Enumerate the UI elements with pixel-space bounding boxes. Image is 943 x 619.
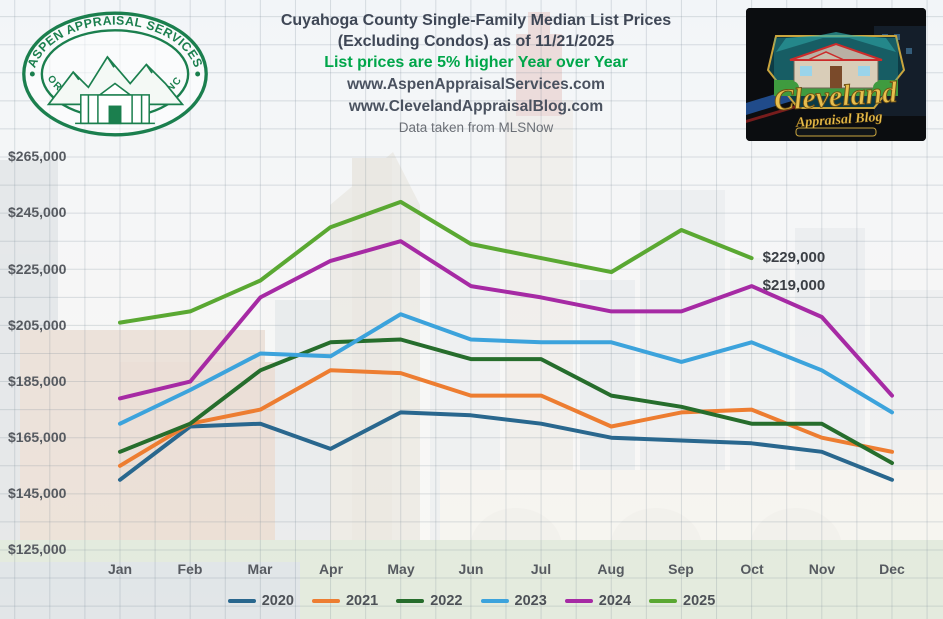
chart-header: Cuyahoga County Single-Family Median Lis… [236,10,716,137]
x-tick-label: Sep [668,561,694,577]
y-tick-label: $205,000 [8,317,67,333]
chart-highlight-text: List prices are 5% higher Year over Year [324,54,628,71]
series-lines [118,199,894,482]
chart-title-line1: Cuyahoga County Single-Family Median Lis… [280,12,672,29]
aspen-url-text: www.AspenAppraisalServices.com [347,76,605,93]
series-line-2023 [118,312,894,426]
x-tick-label: Mar [247,561,273,577]
legend-item-2025: 2025 [649,593,715,609]
y-tick-label: $165,000 [8,429,67,445]
legend-item-2024: 2024 [564,593,632,609]
x-tick-label: Nov [808,561,836,577]
x-tick-label: Jun [458,561,484,577]
data-label-229000: $229,000 [762,249,826,267]
legend-item-2023: 2023 [480,593,547,609]
x-tick-label: Jul [530,561,552,577]
logo-dot-right [195,71,201,77]
legend-label: 2023 [514,593,547,609]
legend-item-2020: 2020 [227,593,294,609]
y-tick-label: $265,000 [8,148,67,164]
x-tick-label: May [387,561,415,577]
y-tick-label: $245,000 [8,204,67,220]
legend-label: 2025 [683,593,716,609]
legend-swatch-2025 [649,599,678,603]
y-tick-label: $225,000 [8,261,67,277]
legend-swatch-2020 [227,599,256,603]
legend-swatch-2022 [396,599,425,603]
x-tick-label: Aug [597,561,625,577]
x-tick-label: Jan [107,561,133,577]
x-tick-label: Feb [177,561,203,577]
series-line-2025 [118,199,754,325]
y-tick-label: $125,000 [8,541,67,557]
series-line-2022 [118,337,894,465]
legend-label: 2020 [261,593,294,609]
legend-label: 2024 [598,593,632,609]
cleveland-url-text: www.ClevelandAppraisalBlog.com [348,98,604,115]
legend-swatch-2024 [564,599,593,603]
aspen-appraisal-logo: ASPEN APPRAISAL SERVICES FOR PEAK PERFOR… [20,4,208,137]
legend-item-2021: 2021 [311,593,379,609]
banner-ribbon [795,127,877,137]
legend-swatch-2023 [480,599,509,603]
legend-label: 2021 [345,593,379,609]
chart-title-line2: (Excluding Condos) as of 11/21/2025 [337,33,615,50]
logo-dot-left [29,71,35,77]
y-tick-label: $185,000 [8,373,67,389]
series-line-2020 [118,410,894,482]
legend-label: 2022 [430,593,463,609]
data-label-219000: $219,000 [762,277,826,295]
x-tick-label: Apr [318,561,344,577]
x-tick-label: Dec [879,561,905,577]
legend-item-2022: 2022 [396,593,463,609]
chart-legend: 2020 2021 2022 2023 2024 2025 [0,593,943,609]
x-tick-label: Oct [740,561,764,577]
data-source-note: Data taken from MLSNow [398,120,554,135]
legend-swatch-2021 [311,599,340,603]
series-line-2021 [118,368,894,468]
y-tick-label: $145,000 [8,485,67,501]
cleveland-appraisal-blog-logo: Cleveland Appraisal Blog [746,8,926,141]
